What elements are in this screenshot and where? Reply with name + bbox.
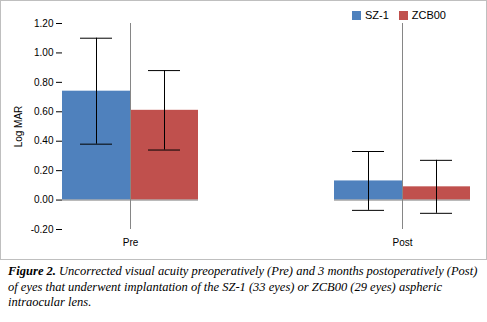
html-text:SZ-1: SZ-1 — [364, 9, 389, 21]
svg-text:1.00: 1.00 — [34, 47, 54, 58]
svg-text:0.20: 0.20 — [34, 165, 54, 176]
svg-text:0.00: 0.00 — [34, 194, 54, 205]
svg-text:Pre: Pre — [123, 237, 139, 248]
html-text:Figure 2. Uncorrected visual a: Figure 2. Uncorrected visual acuity preo… — [8, 264, 478, 310]
svg-text:0.40: 0.40 — [34, 135, 54, 146]
svg-text:Log MAR: Log MAR — [13, 106, 24, 148]
svg-text:-0.20: -0.20 — [31, 224, 54, 235]
svg-text:Post: Post — [392, 237, 412, 248]
svg-text:1.20: 1.20 — [34, 18, 54, 29]
svg-text:0.80: 0.80 — [34, 77, 54, 88]
svg-text:0.60: 0.60 — [34, 106, 54, 117]
html-text:ZCB00: ZCB00 — [411, 9, 446, 21]
